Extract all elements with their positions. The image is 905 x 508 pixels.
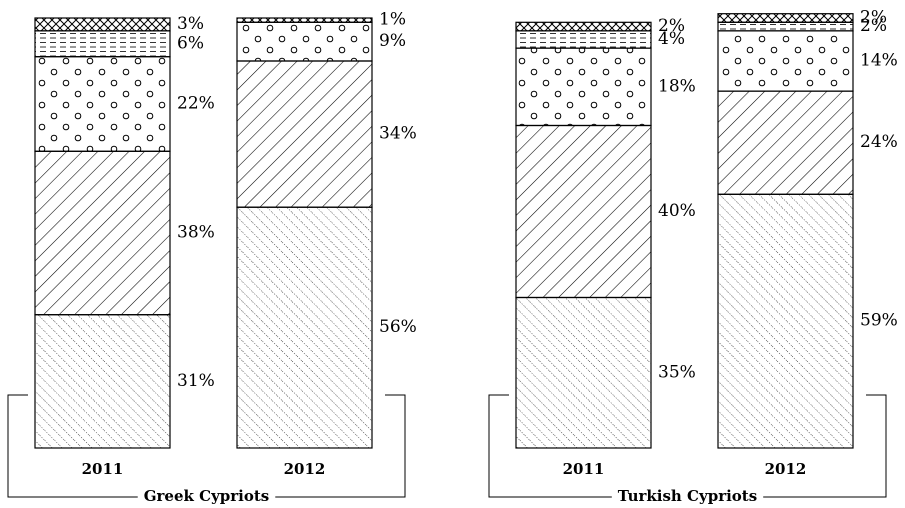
bar-segment <box>236 206 373 449</box>
bar-segment <box>717 21 854 32</box>
value-label: 9% <box>379 31 406 51</box>
value-label: 40% <box>658 201 696 221</box>
value-label: 38% <box>177 223 215 243</box>
bar-segment <box>236 21 373 62</box>
bar-segment <box>34 150 171 316</box>
value-label: 2% <box>860 8 887 28</box>
bar-segment <box>236 60 373 208</box>
bar-segment <box>236 17 373 23</box>
bar-segment <box>515 296 652 449</box>
value-label: 34% <box>379 124 417 144</box>
bar-segment <box>34 17 171 32</box>
value-label: 1% <box>379 10 406 30</box>
bar-segment <box>717 30 854 92</box>
category-label: 2012 <box>765 460 807 478</box>
bar-segment <box>515 30 652 49</box>
bar-segment <box>515 47 652 127</box>
value-label: 24% <box>860 132 898 152</box>
group-label: Turkish Cypriots <box>618 487 757 505</box>
bar-segment <box>34 314 171 449</box>
bar-segment <box>34 56 171 152</box>
value-label: 14% <box>860 51 898 71</box>
bar-segment <box>515 124 652 299</box>
bar-segment <box>34 30 171 58</box>
bar-segment <box>717 90 854 195</box>
bar-segment <box>515 21 652 32</box>
value-label: 4% <box>658 29 685 49</box>
value-label: 22% <box>177 94 215 114</box>
value-label: 2% <box>860 16 887 36</box>
value-label: 3% <box>177 14 204 34</box>
value-label: 2% <box>658 16 685 36</box>
value-label: 6% <box>177 33 204 53</box>
bar-segment <box>717 13 854 23</box>
value-label: 35% <box>658 362 696 382</box>
category-label: 2012 <box>284 460 326 478</box>
value-label: 56% <box>379 317 417 337</box>
bar-segment <box>717 193 854 449</box>
group-label-bg <box>611 489 764 505</box>
value-label: 31% <box>177 371 215 391</box>
group-label-bg <box>137 489 276 505</box>
value-label: 59% <box>860 311 898 331</box>
category-label: 2011 <box>563 460 605 478</box>
value-label: 18% <box>658 76 696 96</box>
category-label: 2011 <box>82 460 124 478</box>
group-label: Greek Cypriots <box>144 487 270 505</box>
